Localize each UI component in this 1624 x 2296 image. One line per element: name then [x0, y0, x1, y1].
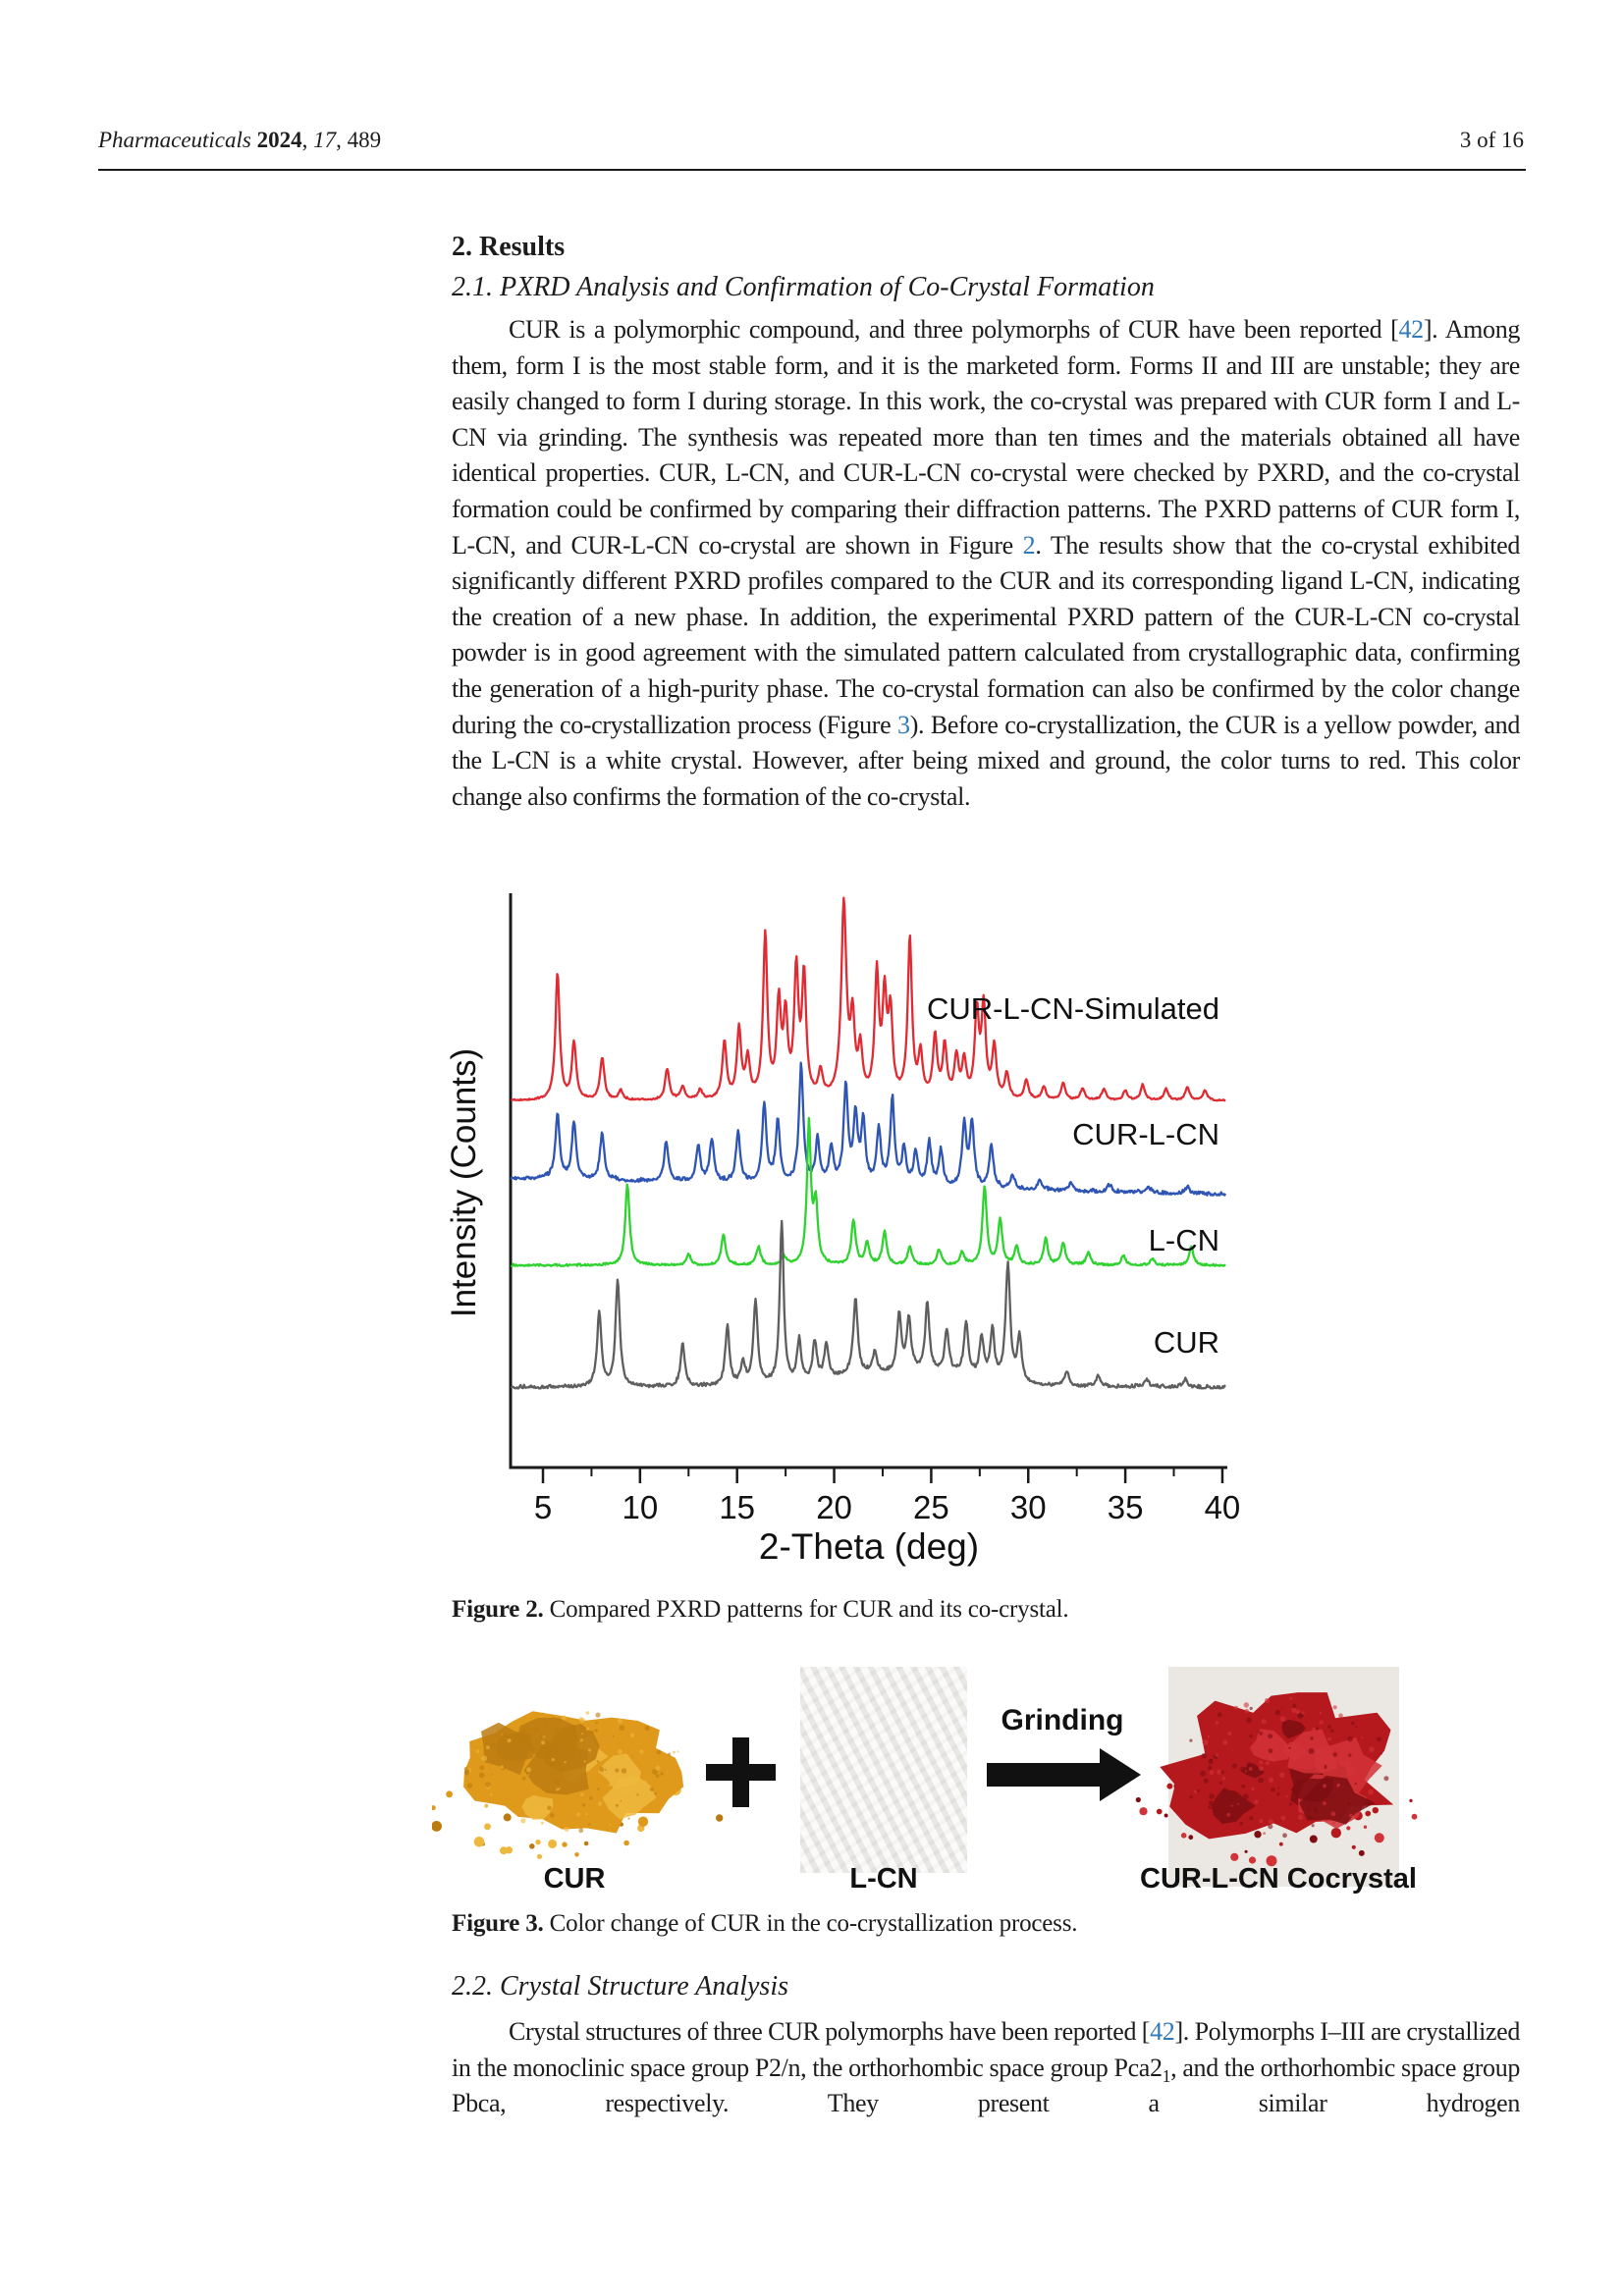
pxrd-trace-CUR	[510, 1219, 1226, 1390]
figure3-caption-label: Figure 3.	[452, 1910, 544, 1937]
text-segment: . The results show that the co-crystal e…	[452, 530, 1520, 739]
cur-powder-image	[432, 1711, 724, 1859]
header-rule	[98, 169, 1526, 171]
figure2-caption-text: Compared PXRD patterns for CUR and its c…	[543, 1596, 1069, 1623]
text-segment: ). Before co-crystallization, the CUR is…	[452, 710, 1520, 811]
text-segment: ]. Among them, form I is the most stable…	[452, 315, 1520, 560]
pxrd-trace-CUR-L-CN	[510, 1061, 1227, 1197]
trace-label-CUR-L-CN-Simulated: CUR-L-CN-Simulated	[927, 991, 1219, 1026]
pxrd-trace-CUR-L-CN-Simulated	[511, 896, 1226, 1102]
figure2-caption: Figure 2. Compared PXRD patterns for CUR…	[452, 1596, 1520, 1624]
figure-3-ref-link[interactable]: 3	[897, 710, 910, 739]
tick-label: 15	[719, 1489, 755, 1525]
text-segment: Pharmaceuticals	[98, 128, 251, 152]
grinding-arrow-icon	[987, 1748, 1141, 1801]
pxrd-traces	[510, 896, 1227, 1390]
chart-axes	[509, 893, 1227, 1469]
cur-powder-label: CUR	[543, 1863, 606, 1895]
pxrd-chart: 5 10 15 20 25 30 35 40 CUR-L-CN-SimulatedCUR-L-…	[509, 893, 1240, 1567]
trace-label-CUR: CUR	[1154, 1325, 1219, 1360]
figure3-artwork	[432, 1692, 1418, 1867]
tick-label: 5	[534, 1489, 552, 1525]
text-segment: ]. Polymorphs I–III are crystallized in …	[452, 2017, 1520, 2082]
text-segment: 17	[313, 128, 337, 152]
tick-label: 35	[1108, 1489, 1144, 1525]
figure3-caption: Figure 3. Color change of CUR in the co-…	[452, 1910, 1520, 1938]
cocrystal-powder-image	[1135, 1692, 1418, 1867]
text-segment: CUR is a polymorphic compound, and three…	[509, 315, 1399, 344]
tick-label: 40	[1205, 1489, 1241, 1525]
tick-label: 10	[622, 1489, 658, 1525]
journal-citation: Pharmaceuticals 2024, 17, 489	[98, 128, 381, 153]
page-indicator: 3 of 16	[1459, 128, 1524, 152]
trace-label-L-CN: L-CN	[1149, 1223, 1219, 1257]
chart-y-axis-label: Intensity (Counts)	[445, 1047, 483, 1318]
figure3-caption-text: Color change of CUR in the co-crystalliz…	[543, 1910, 1078, 1937]
chart-x-ticks: 5 10 15 20 25 30 35 40	[534, 1468, 1240, 1525]
lcn-crystal-image	[800, 1667, 967, 1873]
tick-label: 25	[913, 1489, 949, 1525]
trace-label-CUR-L-CN: CUR-L-CN	[1072, 1117, 1219, 1151]
paragraph-crystal-structure: Crystal structures of three CUR polymorp…	[452, 2014, 1520, 2122]
results-heading: 2. Results	[452, 232, 566, 262]
grinding-label: Grinding	[1001, 1704, 1124, 1736]
cocrystal-label: CUR-L-CN Cocrystal	[1140, 1863, 1417, 1895]
subsection-2-1-heading: 2.1. PXRD Analysis and Confirmation of C…	[452, 272, 1155, 302]
chart-x-axis-label: 2-Theta (deg)	[759, 1526, 979, 1567]
figure-2-ref-link[interactable]: 2	[1022, 530, 1036, 560]
pxrd-trace-L-CN	[510, 1116, 1226, 1268]
subsection-2-2-heading: 2.2. Crystal Structure Analysis	[452, 1971, 788, 2002]
lcn-label: L-CN	[849, 1863, 918, 1895]
text-segment: ,	[301, 128, 314, 152]
text-segment: 2024	[256, 128, 302, 152]
plus-icon	[706, 1737, 776, 1807]
trace-labels: CUR-L-CN-Simulated CUR-L-CN L-CN CUR	[927, 991, 1219, 1360]
figure2-caption-label: Figure 2.	[452, 1596, 544, 1623]
text-segment: , 489	[336, 128, 382, 152]
paragraph-pxrd-analysis: CUR is a polymorphic compound, and three…	[452, 312, 1520, 815]
tick-label: 30	[1010, 1489, 1047, 1525]
text-segment: Crystal structures of three CUR polymorp…	[509, 2017, 1151, 2046]
text-segment: , and the orthorhombic space group Pbca,…	[452, 2053, 1520, 2118]
tick-label: 20	[816, 1489, 852, 1525]
text-segment: 1	[1162, 2065, 1171, 2086]
ref-42-link-2[interactable]: 42	[1150, 2017, 1175, 2046]
ref-42-link[interactable]: 42	[1398, 315, 1425, 344]
